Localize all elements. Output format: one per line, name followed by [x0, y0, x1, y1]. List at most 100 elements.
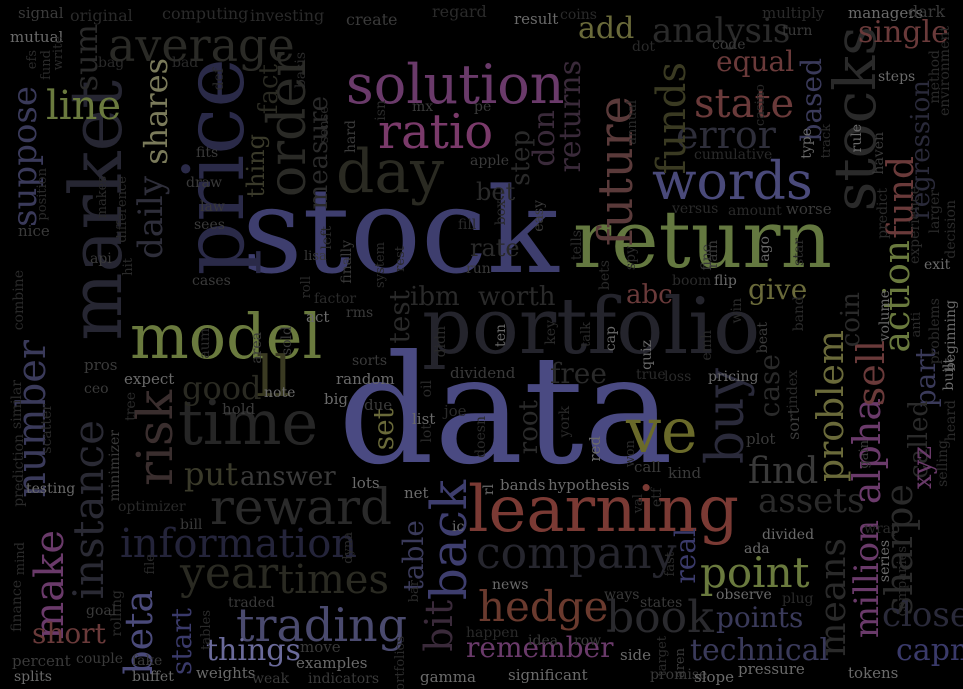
word: area — [249, 332, 265, 364]
word: factor — [314, 291, 357, 307]
word: managers — [848, 4, 924, 22]
word: returns — [553, 60, 588, 173]
word: signal — [18, 4, 64, 22]
word: side — [620, 646, 651, 664]
word: file — [143, 554, 158, 575]
word: cases — [192, 273, 231, 289]
word: hold — [222, 400, 256, 418]
word: stocks — [821, 26, 889, 212]
word: difference — [115, 176, 130, 243]
word: index — [785, 370, 801, 409]
word: nice — [18, 222, 50, 240]
word: worth — [478, 282, 556, 312]
word: net — [404, 484, 429, 502]
word: call — [634, 458, 661, 476]
word: bet — [476, 178, 516, 206]
word: close — [882, 595, 963, 635]
word: boom — [672, 273, 712, 289]
word: abc — [626, 280, 673, 310]
word: original — [70, 6, 133, 25]
word: casino — [753, 84, 768, 127]
word: system — [373, 242, 388, 288]
word: sense — [317, 106, 332, 144]
word: technical — [690, 633, 830, 668]
word: move — [300, 638, 341, 656]
word: volume — [877, 290, 893, 342]
word: star — [791, 238, 807, 266]
word: pros — [84, 356, 118, 374]
word: ll — [256, 345, 292, 410]
word: worse — [786, 200, 832, 218]
word: case — [753, 354, 786, 418]
word: data — [338, 324, 674, 498]
word: red — [586, 436, 604, 462]
word: def — [211, 68, 227, 91]
word: kind — [668, 464, 702, 482]
word: dark — [908, 2, 946, 21]
word: put — [184, 455, 238, 493]
word: optimizer — [118, 499, 186, 515]
word: portfolio — [422, 282, 761, 372]
word: hypothesis — [548, 476, 630, 494]
word: analysis — [652, 11, 791, 51]
word: ic — [452, 519, 465, 535]
word: multiply — [762, 4, 825, 22]
word: ten — [493, 324, 509, 347]
word: anti — [909, 312, 924, 338]
word: minimizer — [107, 430, 123, 502]
word: lisa — [304, 249, 327, 264]
word: find — [748, 451, 819, 492]
word: create — [346, 10, 398, 29]
word: points — [716, 601, 804, 634]
word: exit — [924, 257, 951, 273]
word: hedge — [478, 582, 609, 631]
word: mx — [412, 99, 434, 115]
word: wrap — [864, 521, 900, 537]
word: promise — [650, 667, 708, 683]
word: splits — [14, 669, 52, 685]
word: selling — [935, 440, 951, 487]
word: larger — [927, 190, 943, 234]
word: times — [278, 557, 389, 603]
word: rule — [849, 124, 865, 153]
word: key — [543, 320, 559, 345]
word: aren — [673, 648, 688, 679]
word: haven — [871, 132, 887, 175]
word: gamma — [420, 668, 476, 686]
word: draw — [186, 175, 222, 191]
word: position — [35, 168, 50, 221]
word: code — [712, 37, 746, 53]
word: traded — [228, 595, 275, 611]
word: method — [927, 50, 943, 104]
word: pe — [474, 99, 492, 115]
word: book — [606, 592, 714, 643]
word: answer — [240, 462, 336, 492]
word: thing — [242, 134, 270, 198]
word: list — [412, 410, 436, 428]
word: coin — [836, 292, 866, 348]
word: series — [877, 540, 893, 583]
word: pressure — [738, 660, 805, 678]
word: tells — [569, 230, 585, 261]
word: sort — [784, 408, 803, 440]
word: weak — [252, 671, 290, 687]
word: spy — [623, 246, 639, 271]
word: easy — [531, 200, 547, 232]
word: equal — [716, 45, 795, 78]
word: cap — [603, 326, 619, 352]
word: pricing — [708, 369, 759, 385]
word: cumulative — [694, 147, 773, 163]
word: stock — [242, 162, 559, 300]
word: ago — [757, 236, 773, 262]
word: add — [578, 11, 635, 46]
word: rest — [393, 246, 408, 272]
word: buffet — [132, 669, 174, 685]
word: box — [493, 200, 509, 226]
word: result — [514, 10, 559, 28]
word: percent — [12, 652, 71, 670]
word: york — [557, 406, 573, 438]
word: beat — [755, 322, 771, 354]
word: error — [676, 113, 776, 157]
